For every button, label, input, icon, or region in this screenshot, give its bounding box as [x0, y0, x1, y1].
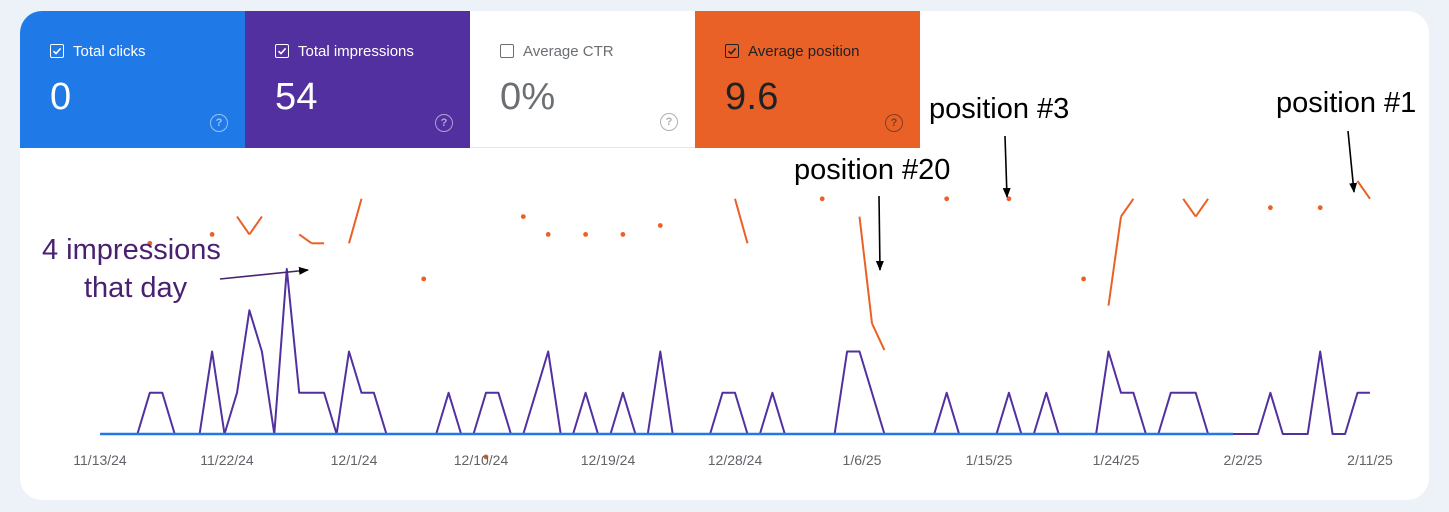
position-point — [545, 232, 551, 237]
x-tick-label: 12/19/24 — [581, 452, 636, 468]
metric-value: 0% — [500, 76, 556, 118]
x-tick-label: 11/13/24 — [73, 452, 127, 468]
series-layer — [100, 180, 1371, 460]
annotation-pos20-text: position #20 — [794, 154, 950, 186]
position-segment — [248, 216, 263, 235]
annotation-pos1-text: position #1 — [1276, 87, 1416, 119]
metric-label: Total clicks — [73, 42, 146, 60]
checkbox-icon[interactable] — [50, 44, 64, 58]
performance-card: Total clicks 0 ? Total impressions 54 ? … — [20, 11, 1429, 500]
position-point — [583, 232, 588, 237]
annotation-position-1: position #1 — [1276, 87, 1416, 193]
annotation-arrow — [1002, 135, 1011, 198]
x-tick-label: 12/10/24 — [454, 452, 509, 468]
metric-value: 9.6 — [725, 76, 779, 118]
position-point — [1081, 276, 1086, 282]
x-tick-label: 1/15/25 — [966, 452, 1013, 468]
x-tick-label: 1/24/25 — [1093, 452, 1140, 468]
checkbox-icon[interactable] — [500, 44, 514, 58]
position-point — [520, 214, 526, 220]
annotation-impressions: 4 impressions that day — [42, 234, 309, 304]
help-icon[interactable]: ? — [435, 114, 453, 132]
x-tick-label: 1/6/25 — [843, 452, 882, 468]
metric-card-total-impressions[interactable]: Total impressions 54 ? — [245, 11, 470, 148]
metric-card-average-ctr[interactable]: Average CTR 0% ? — [470, 11, 695, 148]
position-point — [1268, 205, 1273, 211]
annotation-arrow — [1347, 130, 1358, 193]
position-segment — [1194, 198, 1209, 218]
x-tick-label: 12/1/24 — [331, 452, 378, 468]
position-segment — [236, 216, 251, 235]
annotation-pos3-text: position #3 — [929, 93, 1069, 125]
checkbox-icon[interactable] — [275, 44, 289, 58]
position-point — [209, 232, 215, 237]
position-segment — [734, 198, 749, 244]
position-segment — [858, 216, 873, 324]
annotation-position-3: position #3 — [929, 93, 1069, 198]
annotation-impressions-line1: 4 impressions — [42, 234, 221, 266]
metric-card-average-position[interactable]: Average position 9.6 ? — [695, 11, 920, 148]
x-tick-label: 2/2/25 — [1224, 452, 1263, 468]
position-segment — [1107, 216, 1122, 306]
x-tick-label: 2/11/25 — [1347, 452, 1393, 468]
help-icon[interactable]: ? — [210, 114, 228, 132]
x-tick-label: 11/22/24 — [200, 452, 254, 468]
position-segment — [1356, 180, 1371, 200]
position-segment — [1120, 198, 1135, 218]
position-point — [944, 196, 950, 202]
metric-label: Average position — [748, 42, 860, 60]
annotation-impressions-line2: that day — [84, 272, 188, 304]
help-icon[interactable]: ? — [660, 113, 678, 131]
position-segment — [298, 233, 313, 245]
position-point — [1317, 205, 1323, 211]
checkbox-icon[interactable] — [725, 44, 739, 58]
annotation-arrow — [219, 266, 309, 280]
metric-label: Average CTR — [523, 42, 614, 60]
annotation-arrow — [875, 195, 884, 271]
annotation-position-20: position #20 — [794, 154, 950, 271]
x-axis: 11/13/24 11/22/24 12/1/24 12/10/24 12/19/24 1… — [73, 452, 1393, 468]
metric-card-total-clicks[interactable]: Total clicks 0 ? — [20, 11, 245, 148]
position-segment — [871, 322, 886, 351]
position-point — [483, 454, 489, 460]
performance-chart: 11/13/24 11/22/24 12/1/24 12/10/24 12/19/24 1… — [42, 87, 1416, 468]
x-tick-label: 12/28/24 — [708, 452, 763, 468]
position-point — [1006, 196, 1012, 202]
metric-value: 54 — [275, 76, 318, 118]
position-point — [147, 240, 153, 246]
help-icon[interactable]: ? — [885, 114, 903, 132]
position-point — [819, 196, 825, 202]
position-point — [620, 232, 626, 237]
position-segment — [348, 198, 363, 244]
position-point — [657, 223, 663, 228]
position-point — [421, 276, 427, 282]
position-segment — [1182, 198, 1197, 218]
metric-label: Total impressions — [298, 42, 414, 60]
impressions-series-line — [100, 268, 1370, 435]
metric-value: 0 — [50, 76, 72, 118]
